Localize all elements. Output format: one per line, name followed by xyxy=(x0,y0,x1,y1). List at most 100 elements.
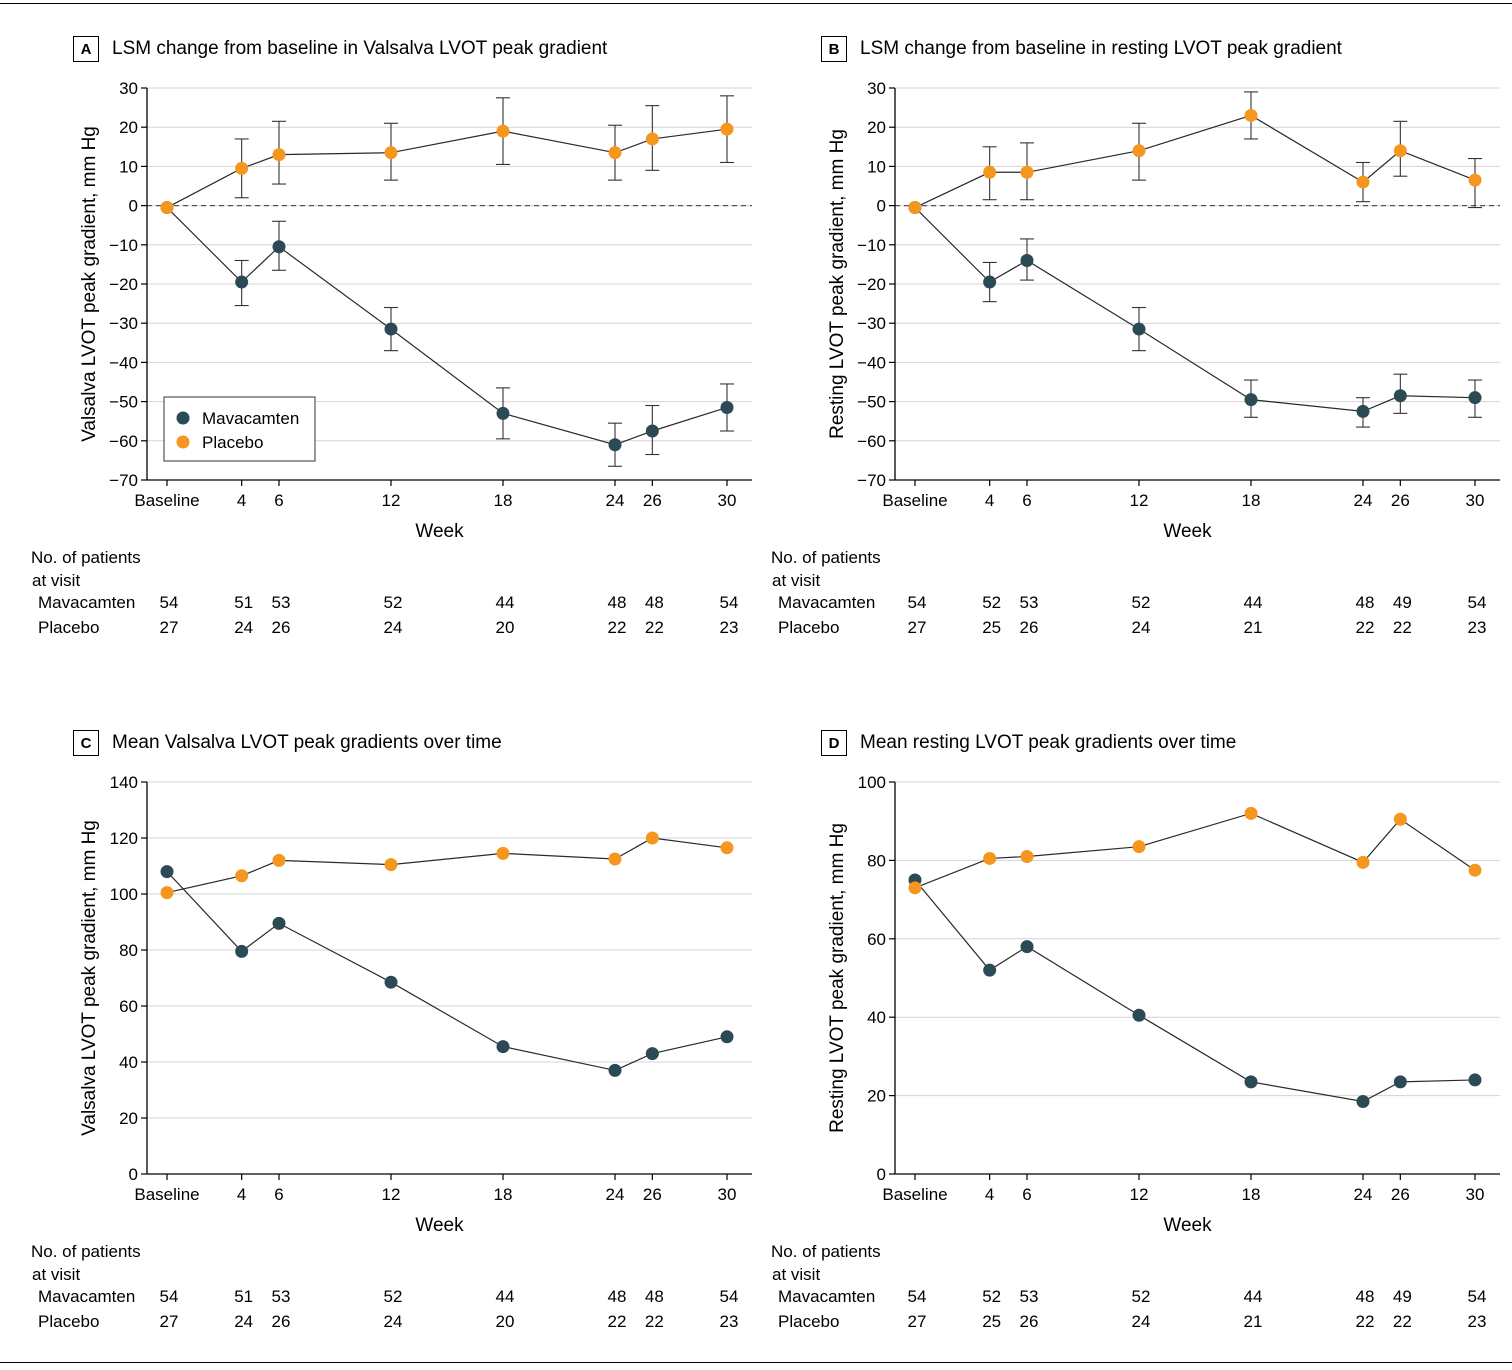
placebo-count: 26 xyxy=(271,1312,291,1331)
x-tick-label: Baseline xyxy=(134,491,199,510)
mavacamten-counts-row: Mavacamten 54 52 53 52 44 48 49 54 xyxy=(748,593,1488,617)
mavacamten-point xyxy=(1356,404,1370,418)
placebo-counts-row: Placebo 27 24 26 24 20 22 22 23 xyxy=(0,1312,740,1336)
mavacamten-count: 44 xyxy=(495,1287,515,1306)
panel-title: LSM change from baseline in Valsalva LVO… xyxy=(112,38,608,59)
y-tick-label: −10 xyxy=(857,236,886,255)
y-tick-label: 0 xyxy=(129,1165,138,1184)
mavacamten-point xyxy=(608,1063,622,1077)
placebo-point xyxy=(908,201,922,215)
placebo-count: 22 xyxy=(644,1312,664,1331)
x-axis-label: Week xyxy=(1163,1215,1212,1236)
placebo-count: 22 xyxy=(607,1312,627,1331)
legend-box xyxy=(163,396,316,462)
mavacamten-series-line xyxy=(914,879,1476,1103)
placebo-count: 23 xyxy=(719,1312,739,1331)
placebo-point xyxy=(1393,144,1407,158)
y-tick-label: 0 xyxy=(877,197,886,216)
y-tick-label: 40 xyxy=(119,1053,138,1072)
y-tick-label: −70 xyxy=(857,471,886,490)
panel-heading: B LSM change from baseline in resting LVO… xyxy=(821,35,1342,63)
panel-letter: B xyxy=(821,36,847,62)
mavacamten-count: 48 xyxy=(607,1287,627,1306)
counts-header-line: No. of patients xyxy=(31,1242,141,1261)
x-tick-label: 24 xyxy=(606,491,625,510)
x-tick-label: Baseline xyxy=(882,491,947,510)
placebo-series-line xyxy=(166,837,728,894)
mavacamten-count: 54 xyxy=(1467,1287,1487,1306)
mavacamten-point xyxy=(645,1047,659,1061)
y-tick-label: −30 xyxy=(857,314,886,333)
mavacamten-counts-row: Mavacamten 54 51 53 52 44 48 48 54 xyxy=(0,593,740,617)
y-tick-label: −50 xyxy=(857,393,886,412)
mavacamten-counts-row: Mavacamten 54 51 53 52 44 48 48 54 xyxy=(0,1287,740,1311)
placebo-point xyxy=(1356,855,1370,869)
mavacamten-point xyxy=(1393,389,1407,403)
y-tick-label: 80 xyxy=(119,941,138,960)
placebo-count: 26 xyxy=(1019,618,1039,637)
top-rule xyxy=(0,3,1512,4)
panel-letter: A xyxy=(73,36,99,62)
counts-header-line: at visit xyxy=(772,1265,821,1284)
placebo-point xyxy=(496,846,510,860)
mavacamten-point xyxy=(645,424,659,438)
panel-d: D Mean resting LVOT peak gradients over t… xyxy=(748,694,1500,1344)
x-tick-label: 26 xyxy=(1391,491,1410,510)
placebo-count: 22 xyxy=(1355,618,1375,637)
x-axis-label: Week xyxy=(1163,521,1212,542)
placebo-counts-label: Placebo xyxy=(38,618,100,637)
mavacamten-count: 52 xyxy=(982,593,1002,612)
placebo-count: 24 xyxy=(234,618,254,637)
mavacamten-count: 54 xyxy=(159,593,179,612)
x-tick-label: 12 xyxy=(1130,491,1149,510)
x-tick-label: 6 xyxy=(274,1185,283,1204)
panel-c: C Mean Valsalva LVOT peak gradients over … xyxy=(0,694,752,1344)
mavacamten-point xyxy=(235,275,249,289)
placebo-point xyxy=(983,165,997,179)
y-tick-label: 140 xyxy=(110,773,138,792)
placebo-point xyxy=(1244,806,1258,820)
mavacamten-counts-label: Mavacamten xyxy=(778,1287,876,1306)
placebo-point xyxy=(496,124,510,138)
legend-mavacamten-marker xyxy=(176,411,190,425)
x-tick-label: 30 xyxy=(1466,1185,1485,1204)
mavacamten-count: 48 xyxy=(607,593,627,612)
mavacamten-count: 48 xyxy=(1355,593,1375,612)
counts-header-line: at visit xyxy=(772,571,821,590)
y-tick-label: 40 xyxy=(867,1008,886,1027)
mavacamten-count: 44 xyxy=(1243,593,1263,612)
mavacamten-count: 52 xyxy=(383,1287,403,1306)
placebo-count: 22 xyxy=(607,618,627,637)
legend-entry: Mavacamten xyxy=(202,409,299,428)
mavacamten-count: 54 xyxy=(907,1287,927,1306)
mavacamten-point xyxy=(720,400,734,414)
mavacamten-count: 49 xyxy=(1392,593,1412,612)
y-tick-label: −60 xyxy=(857,432,886,451)
x-tick-label: 26 xyxy=(1391,1185,1410,1204)
y-tick-label: 120 xyxy=(110,829,138,848)
placebo-point xyxy=(645,831,659,845)
placebo-count: 22 xyxy=(1355,1312,1375,1331)
placebo-count: 25 xyxy=(982,1312,1002,1331)
placebo-count: 22 xyxy=(1392,1312,1412,1331)
panel-title: Mean resting LVOT peak gradients over ti… xyxy=(860,732,1237,753)
mavacamten-counts-label: Mavacamten xyxy=(38,593,136,612)
mavacamten-count: 54 xyxy=(719,593,739,612)
mavacamten-point xyxy=(496,406,510,420)
panel-heading: C Mean Valsalva LVOT peak gradients over … xyxy=(73,729,502,757)
mavacamten-count: 48 xyxy=(644,593,664,612)
placebo-series-line xyxy=(914,114,1476,209)
mavacamten-point xyxy=(983,963,997,977)
mavacamten-point xyxy=(235,944,249,958)
x-tick-label: 6 xyxy=(1022,491,1031,510)
y-axis-label: Resting LVOT peak gradient, mm Hg xyxy=(827,129,848,439)
legend-placebo-marker xyxy=(176,435,190,449)
counts-header-line: No. of patients xyxy=(31,548,141,567)
placebo-point xyxy=(720,122,734,136)
y-tick-label: 30 xyxy=(119,79,138,98)
x-tick-label: 30 xyxy=(1466,491,1485,510)
placebo-point xyxy=(272,148,286,162)
y-tick-label: −20 xyxy=(857,275,886,294)
placebo-count: 24 xyxy=(383,618,403,637)
